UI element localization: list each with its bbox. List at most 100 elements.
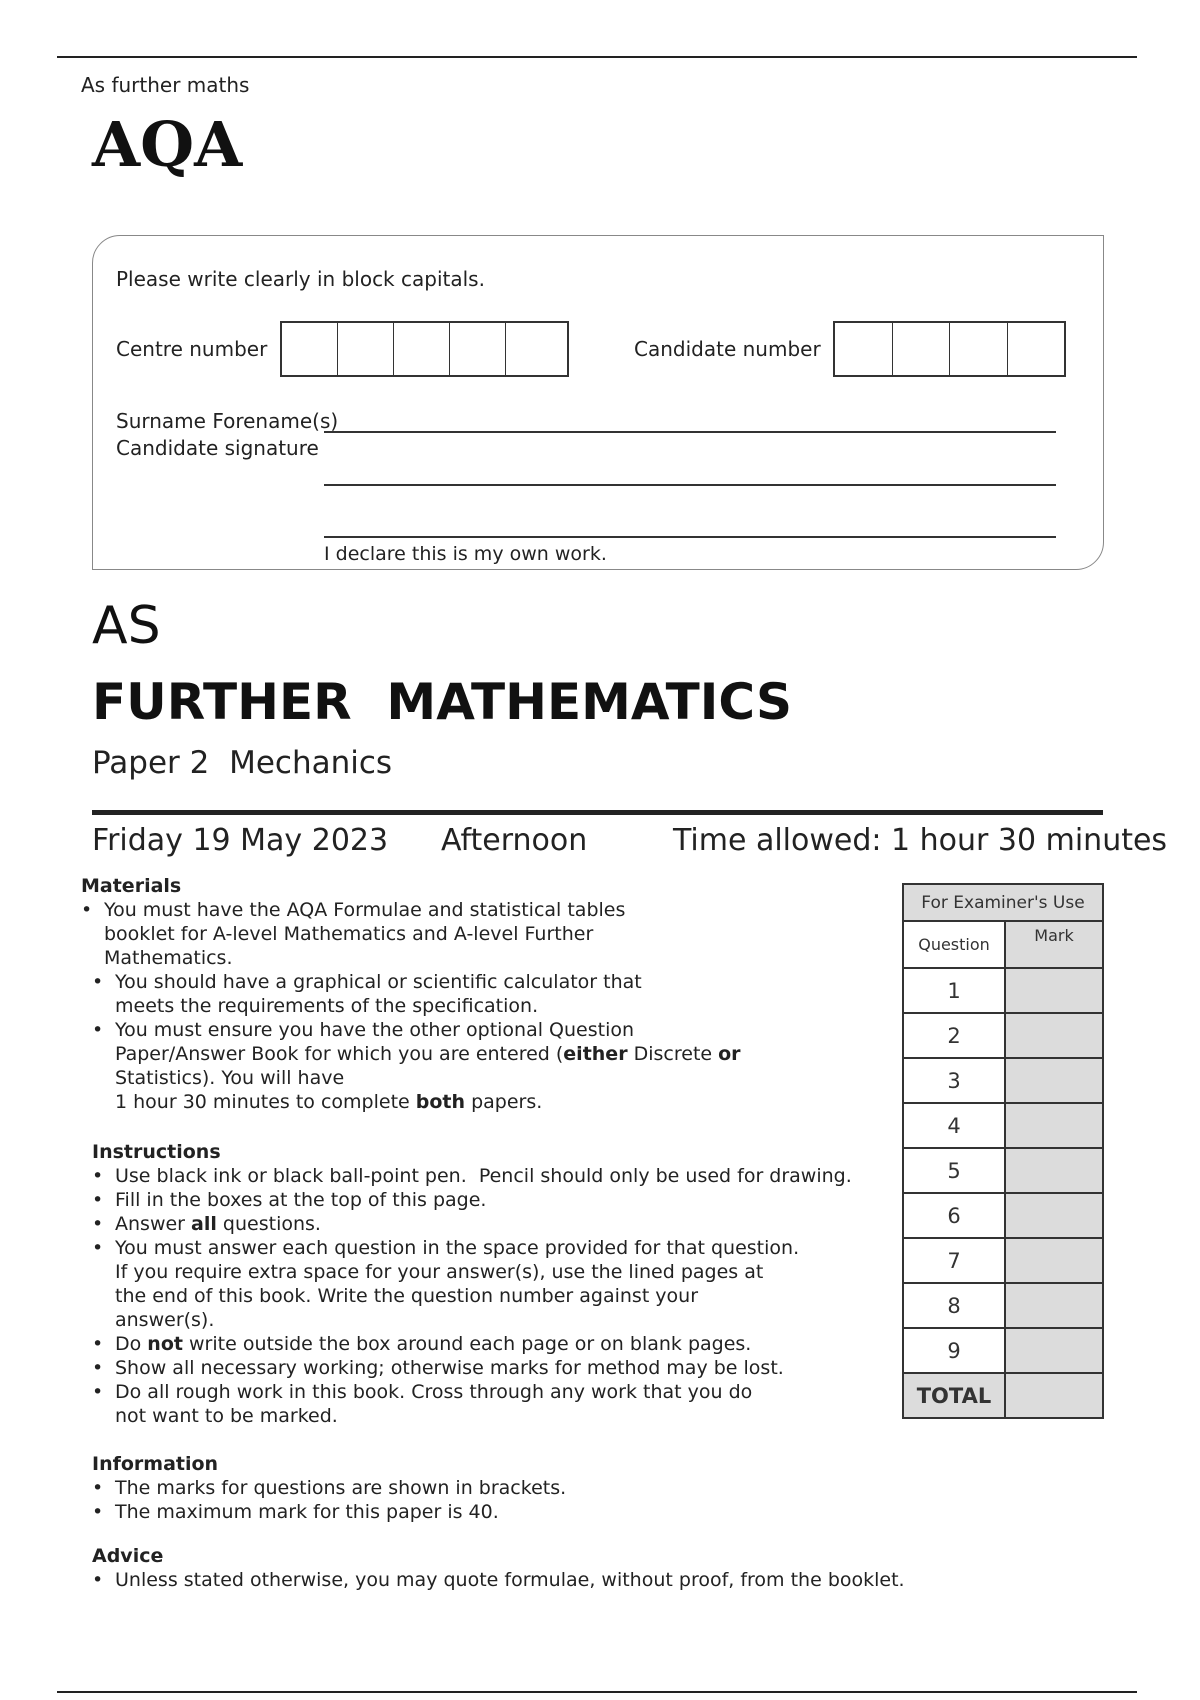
question-number: 1 (902, 967, 1006, 1014)
text-segment: Show all necessary working; otherwise ma… (115, 1357, 784, 1379)
question-row: 4 (902, 1102, 1104, 1149)
text-line: You should have a graphical or scientifi… (115, 970, 741, 994)
bullet-icon: • (92, 1189, 104, 1211)
text-segment: Use black ink or black ball-point pen. P… (115, 1165, 852, 1187)
text-segment: You must have the AQA Formulae and stati… (104, 899, 626, 921)
bullet-icon: • (92, 971, 104, 993)
text-segment: 1 hour 30 minutes to complete (115, 1091, 416, 1113)
text-segment: the end of this book. Write the question… (115, 1285, 699, 1307)
question-number: 9 (902, 1327, 1006, 1374)
text-line: Paper/Answer Book for which you are ente… (115, 1042, 741, 1066)
section-heading: Advice (92, 1545, 164, 1567)
exam-time-allowed: Time allowed: 1 hour 30 minutes (673, 823, 1168, 858)
mark-cell[interactable] (1004, 1012, 1104, 1059)
text-segment: meets the requirements of the specificat… (115, 995, 539, 1017)
question-number: 5 (902, 1147, 1006, 1194)
text-segment: Mathematics. (104, 947, 233, 969)
question-column-header: Question (902, 920, 1006, 969)
text-segment: Discrete (627, 1043, 719, 1065)
text-line: Unless stated otherwise, you may quote f… (115, 1568, 905, 1592)
bullet-item: • The marks for questions are shown in br… (92, 1476, 566, 1500)
section-heading: Information (92, 1453, 219, 1475)
mark-cell[interactable] (1004, 967, 1104, 1014)
question-row: 7 (902, 1237, 1104, 1284)
bullet-icon: • (81, 899, 93, 921)
question-number: 2 (902, 1012, 1006, 1059)
bullet-item: • You must answer each question in the sp… (92, 1236, 852, 1332)
section-materials: Materials • You must have the AQA Formulae… (81, 874, 741, 1114)
document-subtitle: As further maths (81, 73, 250, 97)
bullet-icon: • (92, 1357, 104, 1379)
text-segment: or (718, 1043, 741, 1065)
title-rule (92, 810, 1103, 815)
text-line: You must ensure you have the other optio… (115, 1018, 741, 1042)
mark-cell[interactable] (1004, 1372, 1104, 1419)
exam-date: Friday 19 May 2023 (92, 823, 389, 858)
text-line: 1 hour 30 minutes to complete both paper… (115, 1090, 741, 1114)
mark-cell[interactable] (1004, 1057, 1104, 1104)
question-row: 9 (902, 1327, 1104, 1374)
text-line: the end of this book. Write the question… (115, 1284, 852, 1308)
section-heading: Instructions (92, 1141, 221, 1163)
text-segment: You must ensure you have the other optio… (115, 1019, 635, 1041)
text-segment: both (415, 1091, 466, 1113)
text-line: Fill in the boxes at the top of this pag… (115, 1188, 852, 1212)
text-segment: answer(s). (115, 1309, 215, 1331)
text-line: Use black ink or black ball-point pen. P… (115, 1164, 852, 1188)
bullet-icon: • (92, 1019, 104, 1041)
text-segment: You should have a graphical or scientifi… (115, 971, 642, 993)
text-line: Answer all questions. (115, 1212, 852, 1236)
bullet-icon: • (92, 1165, 104, 1187)
form-instruction: Please write clearly in block capitals. (116, 267, 485, 291)
centre-number-input[interactable] (280, 321, 569, 377)
bullet-icon: • (92, 1381, 104, 1403)
text-segment: You must answer each question in the spa… (115, 1237, 800, 1259)
text-segment: papers. (465, 1091, 543, 1113)
mark-cell[interactable] (1004, 1237, 1104, 1284)
text-segment: The maximum mark for this paper is 40. (115, 1501, 499, 1523)
section-instructions: Instructions • Use black ink or black ball… (92, 1140, 852, 1428)
name-input-line[interactable] (324, 431, 1056, 433)
question-row: 6 (902, 1192, 1104, 1239)
text-segment: not want to be marked. (115, 1405, 338, 1427)
text-line: meets the requirements of the specificat… (115, 994, 741, 1018)
mark-column-header: Mark (1004, 920, 1104, 969)
signature-label: Candidate signature (116, 436, 319, 460)
question-number: 3 (902, 1057, 1006, 1104)
text-line: booklet for A-level Mathematics and A-le… (104, 922, 741, 946)
bullet-item: • Do not write outside the box around eac… (92, 1332, 852, 1356)
mark-cell[interactable] (1004, 1102, 1104, 1149)
mark-cell[interactable] (1004, 1282, 1104, 1329)
bullet-item: • Unless stated otherwise, you may quote … (92, 1568, 905, 1592)
text-line: Do all rough work in this book. Cross th… (115, 1380, 852, 1404)
bullet-icon: • (92, 1333, 104, 1355)
text-segment: Statistics). You will have (115, 1067, 345, 1089)
bullet-item: • Fill in the boxes at the top of this pa… (92, 1188, 852, 1212)
bullet-item: • Show all necessary working; otherwise m… (92, 1356, 852, 1380)
text-line: If you require extra space for your answ… (115, 1260, 852, 1284)
centre-number-label: Centre number (116, 337, 268, 361)
aqa-logo: AQA (92, 108, 243, 181)
mark-cell[interactable] (1004, 1192, 1104, 1239)
name-input-line-2[interactable] (324, 484, 1056, 486)
text-segment: Answer (115, 1213, 192, 1235)
text-line: The maximum mark for this paper is 40. (115, 1500, 566, 1524)
section-information: Information • The marks for questions are … (92, 1452, 566, 1524)
text-segment: all (191, 1213, 217, 1235)
bullet-icon: • (92, 1501, 104, 1523)
bullet-item: • You must have the AQA Formulae and stat… (81, 898, 741, 970)
candidate-number-input[interactable] (833, 321, 1066, 377)
bullet-icon: • (92, 1237, 104, 1259)
question-header-text: Question (918, 935, 990, 954)
question-number: TOTAL (902, 1372, 1006, 1419)
paper-title: Paper 2 Mechanics (92, 745, 393, 781)
text-segment: not (147, 1333, 183, 1355)
mark-cell[interactable] (1004, 1147, 1104, 1194)
text-segment: Do all rough work in this book. Cross th… (115, 1381, 753, 1403)
section-heading: Materials (81, 875, 182, 897)
bullet-item: • Answer all questions. (92, 1212, 852, 1236)
mark-cell[interactable] (1004, 1327, 1104, 1374)
question-number: 7 (902, 1237, 1006, 1284)
candidate-number-label: Candidate number (634, 337, 821, 361)
signature-input-line[interactable] (324, 536, 1056, 538)
